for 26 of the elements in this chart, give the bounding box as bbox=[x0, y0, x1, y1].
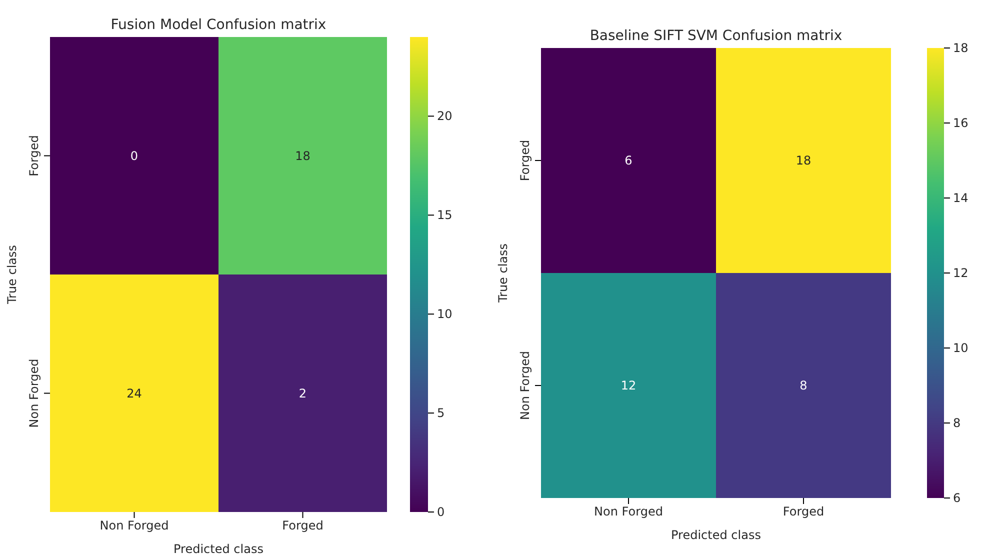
x-axis-title: Predicted class bbox=[671, 528, 761, 542]
chart-title: Baseline SIFT SVM Confusion matrix bbox=[590, 28, 842, 44]
data-label: 18 bbox=[796, 154, 812, 168]
color-bar-label: 10 bbox=[437, 306, 452, 321]
data-label: 12 bbox=[620, 378, 636, 392]
color-bar-label: 5 bbox=[437, 406, 445, 420]
data-label: 8 bbox=[800, 378, 808, 392]
data-label: 0 bbox=[130, 148, 138, 163]
data-label: 24 bbox=[126, 386, 142, 400]
color-bar-label: 6 bbox=[953, 490, 961, 505]
color-bar-label: 12 bbox=[953, 266, 968, 280]
data-label: 18 bbox=[295, 148, 310, 163]
data-label: 2 bbox=[298, 386, 307, 400]
color-bar-label: 14 bbox=[953, 190, 968, 205]
y-axis-title: True class bbox=[496, 243, 510, 304]
color-bar-label: 16 bbox=[953, 116, 968, 130]
x-axis-title: Predicted class bbox=[174, 542, 264, 556]
color-bar-label: 15 bbox=[437, 208, 452, 222]
color-bar-label: 0 bbox=[437, 504, 445, 519]
y-axis-title: True class bbox=[5, 244, 19, 306]
color-bar-label: 18 bbox=[953, 40, 968, 55]
color-bar-label: 8 bbox=[953, 416, 961, 430]
color-bar-label: 10 bbox=[953, 340, 968, 355]
color-bar-label: 20 bbox=[437, 109, 452, 124]
data-label: 6 bbox=[624, 154, 632, 168]
chart-title: Fusion Model Confusion matrix bbox=[110, 17, 326, 33]
